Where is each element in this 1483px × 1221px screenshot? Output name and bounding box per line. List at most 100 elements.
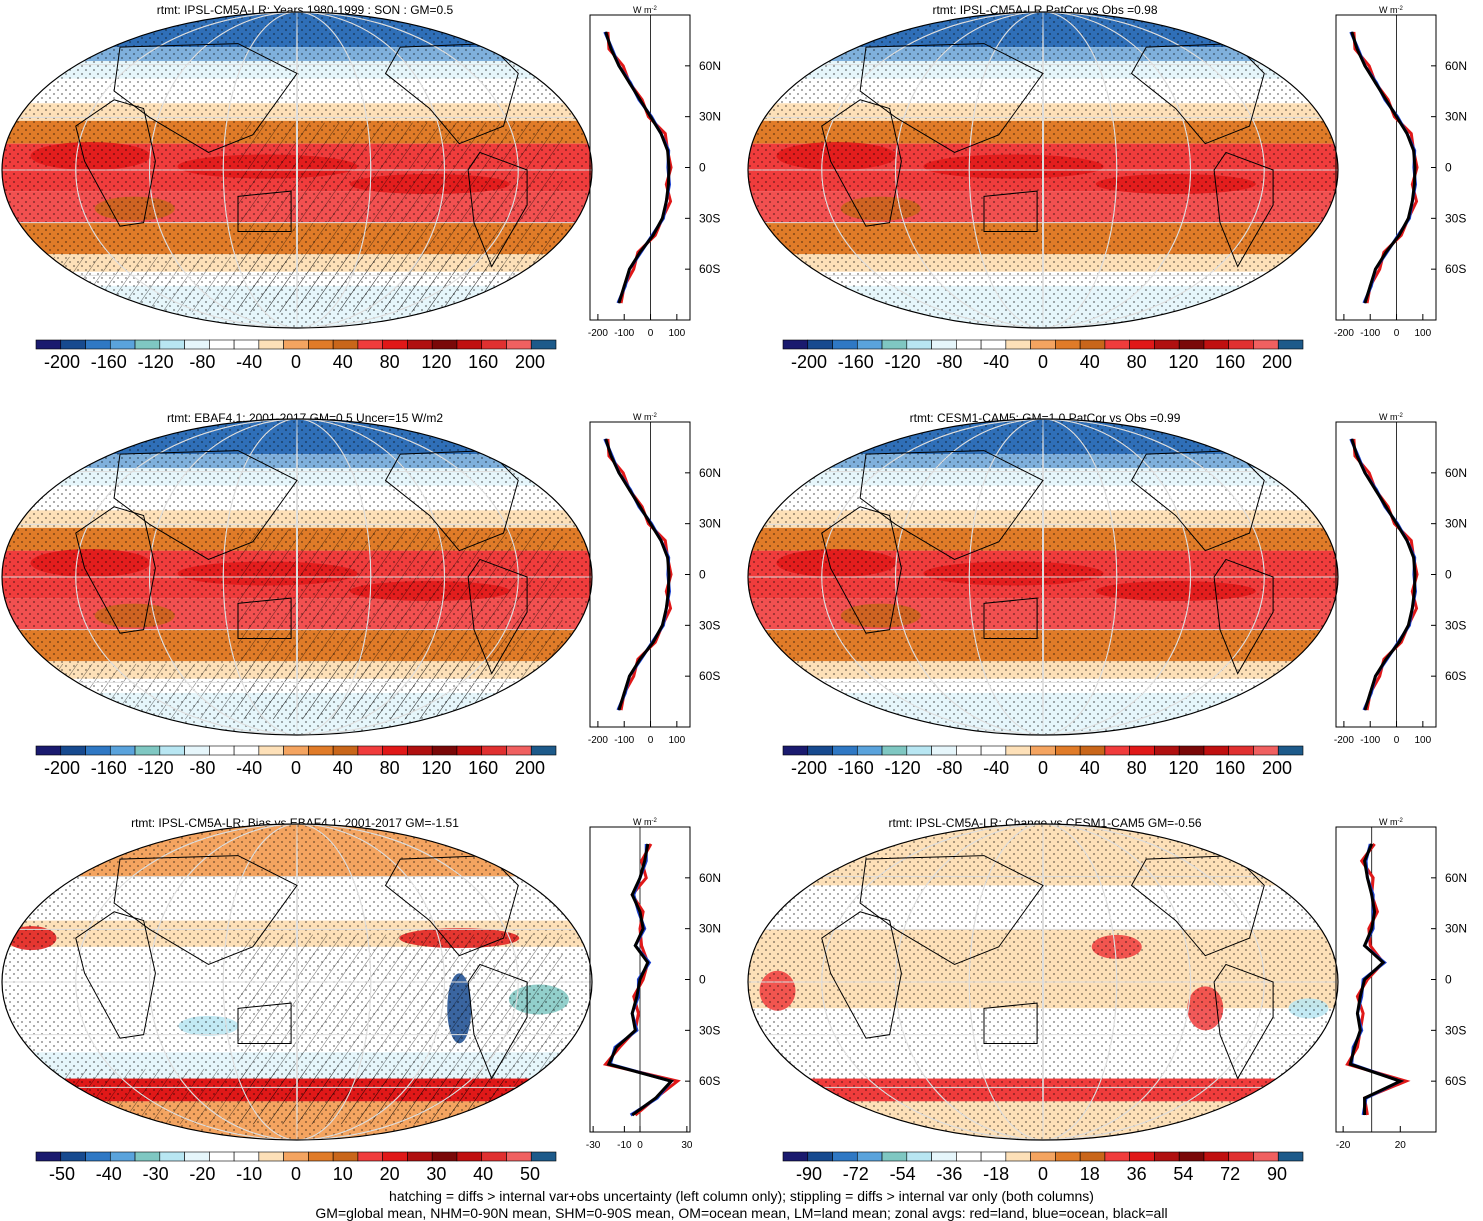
- profile-unit: W m-2: [1379, 817, 1403, 827]
- colorbar-swatch: [1079, 339, 1106, 350]
- continent-outline: [821, 99, 902, 227]
- map-panel: [748, 419, 1338, 735]
- colorbar-swatch: [159, 339, 185, 350]
- colorbar-tick-label: 90: [1266, 1164, 1288, 1184]
- colorbar-tick-label: 120: [1168, 758, 1199, 778]
- colorbar-swatch: [134, 339, 161, 350]
- all-series-line: [1350, 438, 1417, 711]
- panel-title: rtmt: IPSL-CM5A-LR PatCor vs Obs =0.98: [932, 3, 1158, 17]
- x-tick-label: 0: [1394, 735, 1400, 746]
- colorbar-swatch: [481, 1151, 507, 1162]
- lat-tick-label: 60S: [1445, 669, 1466, 683]
- x-tick-label: -100: [1360, 328, 1380, 339]
- colorbar-swatch: [258, 1151, 284, 1162]
- x-tick-label: 20: [1395, 1140, 1407, 1151]
- lat-tick-label: 30N: [699, 922, 721, 936]
- colorbar-swatch: [1228, 745, 1254, 756]
- colorbar-swatch: [931, 339, 957, 350]
- colorbar-swatch: [1104, 339, 1130, 350]
- zonal-profile: W m-2 60N 30N 0 30S 60S -30 -10 0 30: [586, 817, 721, 1151]
- colorbar-swatch: [258, 745, 284, 756]
- colorbar-swatch: [60, 1151, 86, 1162]
- colorbar-swatch: [956, 339, 982, 350]
- colorbar-tick-label: -80: [189, 352, 216, 372]
- colorbar-tick-label: 72: [1220, 1164, 1241, 1184]
- colorbar-swatch: [1253, 745, 1279, 756]
- lat-tick-label: 30S: [1445, 1023, 1466, 1037]
- profile-unit: W m-2: [633, 412, 657, 422]
- colorbar-swatch: [1129, 339, 1155, 350]
- x-tick-label: 100: [1414, 328, 1431, 339]
- colorbar-swatch: [1055, 339, 1081, 350]
- continent-outline: [75, 911, 156, 1039]
- graticule-lon: [222, 12, 372, 328]
- continent-outline: [821, 911, 902, 1039]
- colorbar-tick-label: 80: [1126, 758, 1147, 778]
- zonal-profile: W m-2 60N 30N 0 30S 60S -200 -100 0 100: [588, 5, 721, 339]
- colorbar-swatch: [382, 745, 408, 756]
- lat-tick-label: 0: [699, 161, 706, 175]
- colorbar-tick-label: 200: [514, 352, 546, 372]
- colorbar-swatch: [431, 339, 458, 350]
- map-panel: [2, 824, 592, 1140]
- lat-tick-label: 30N: [699, 110, 721, 124]
- x-tick-label: 100: [668, 735, 685, 746]
- colorbar-swatch: [906, 339, 932, 350]
- colorbar-tick-label: 36: [1126, 1164, 1147, 1184]
- colorbar-swatch: [782, 1151, 809, 1162]
- lat-tick-label: 60S: [1445, 1074, 1466, 1088]
- colorbar-swatch: [134, 1151, 161, 1162]
- ocean-series-line: [603, 31, 671, 304]
- colorbar-swatch: [283, 1151, 309, 1162]
- graticule-lon: [296, 419, 298, 735]
- colorbar-tick-label: 40: [332, 758, 353, 778]
- graticule-lon: [149, 12, 445, 328]
- colorbar-swatch: [1203, 745, 1230, 756]
- colorbar-tick-label: -40: [983, 758, 1010, 778]
- lat-tick-label: 60S: [699, 1074, 720, 1088]
- lat-tick-label: 30S: [699, 618, 720, 632]
- graticule-lon: [222, 824, 372, 1140]
- colorbar-swatch: [1129, 1151, 1155, 1162]
- colorbar-swatch: [906, 1151, 932, 1162]
- continent-outline: [237, 597, 292, 639]
- lat-tick-label: 60N: [1445, 59, 1467, 73]
- colorbar-swatch: [109, 1151, 136, 1162]
- lat-tick-label: 0: [699, 568, 706, 582]
- colorbar-swatch: [209, 1151, 235, 1162]
- continent-outline: [113, 43, 298, 153]
- all-series-line: [604, 31, 671, 304]
- colorbar-swatch: [407, 339, 433, 350]
- colorbar-swatch: [782, 339, 809, 350]
- x-tick-label: -100: [614, 328, 634, 339]
- colorbar-tick-label: -160: [90, 352, 127, 372]
- colorbar-tick-label: 40: [332, 352, 353, 372]
- colorbar-swatch: [283, 339, 309, 350]
- colorbar-swatch: [1079, 745, 1106, 756]
- colorbar-tick-label: 200: [514, 758, 546, 778]
- graticule-lon: [1042, 419, 1044, 735]
- colorbar-tick-label: -80: [189, 758, 216, 778]
- graticule-lon: [895, 824, 1191, 1140]
- land-series-line: [606, 438, 673, 711]
- colorbar-swatch: [1030, 1151, 1056, 1162]
- colorbar-swatch: [1228, 339, 1254, 350]
- colorbar-swatch: [308, 339, 334, 350]
- colorbar-swatch: [85, 745, 111, 756]
- lat-tick-label: 30S: [699, 1023, 720, 1037]
- colorbar-tick-label: 80: [379, 758, 400, 778]
- colorbar-swatch: [1253, 339, 1279, 350]
- graticule-lon: [968, 12, 1118, 328]
- profile-frame: [1335, 14, 1437, 321]
- colorbar-tick-label: -40: [236, 352, 263, 372]
- colorbar-swatch: [980, 339, 1007, 350]
- x-tick-label: 100: [1414, 735, 1431, 746]
- colorbar-swatch: [1005, 745, 1031, 756]
- colorbar-tick-label: 0: [290, 1164, 302, 1184]
- x-tick-label: 0: [637, 1140, 643, 1151]
- continent-outline: [983, 1002, 1038, 1044]
- x-tick-label: -200: [588, 328, 608, 339]
- colorbar-swatch: [1178, 339, 1205, 350]
- colorbar-swatch: [807, 339, 833, 350]
